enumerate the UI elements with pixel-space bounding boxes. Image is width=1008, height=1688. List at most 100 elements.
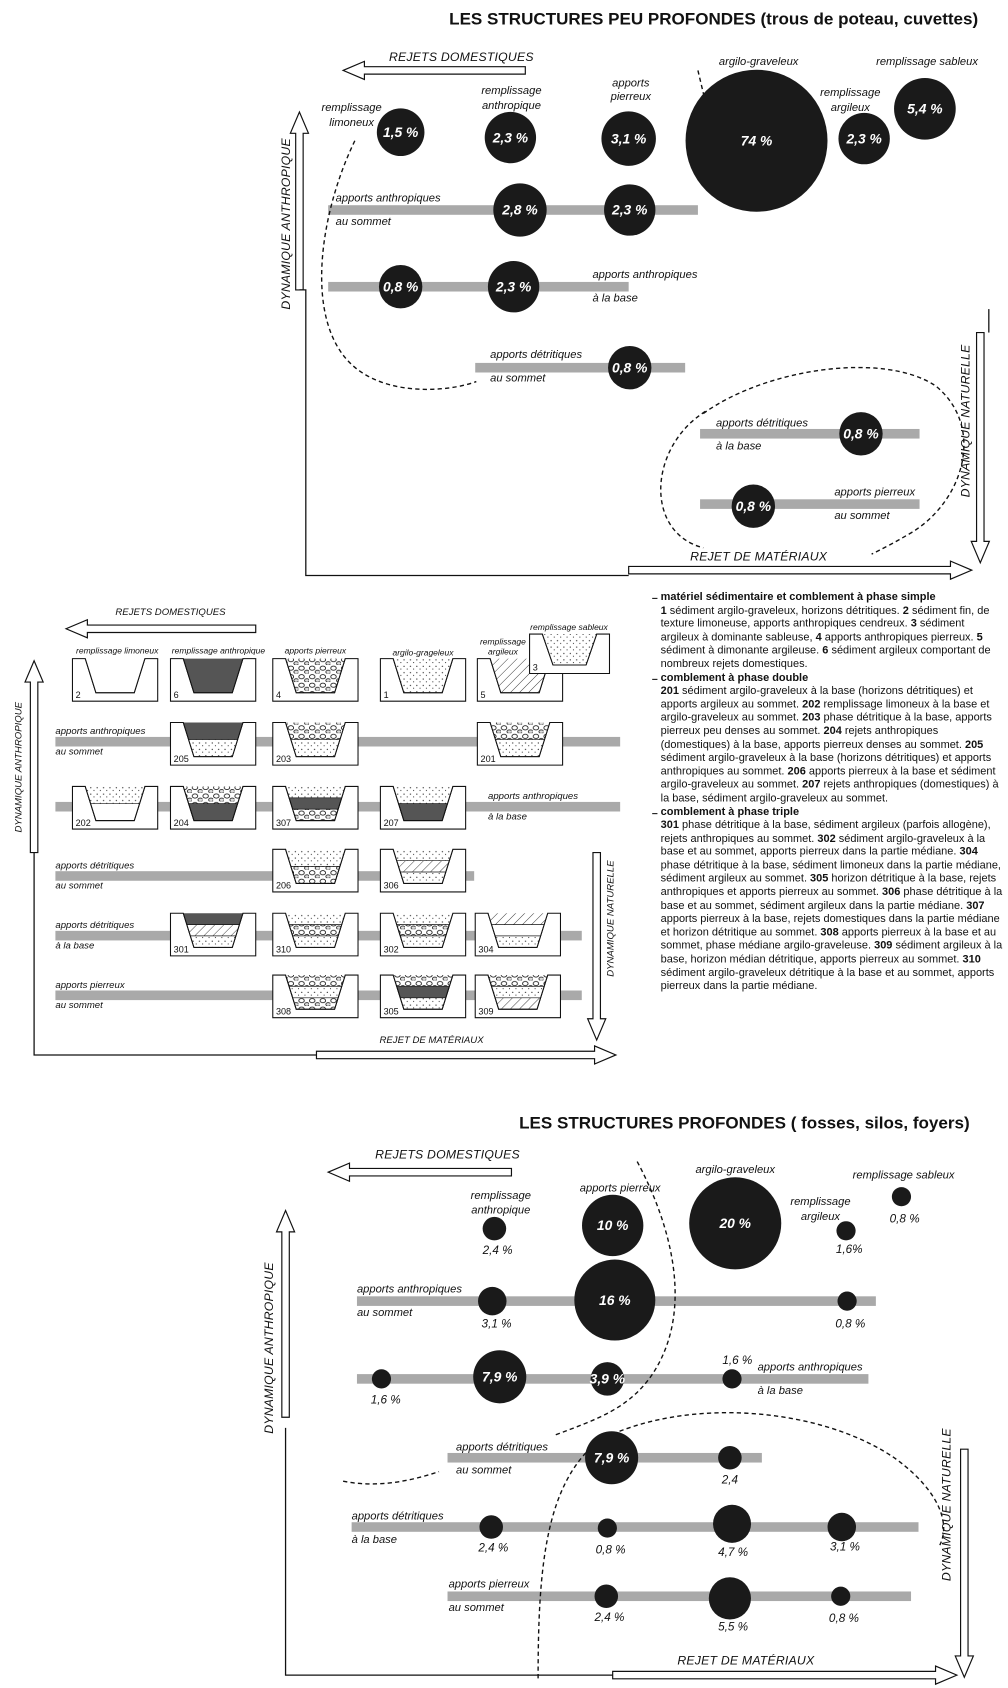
- pit-edge: [84, 658, 146, 694]
- legend-text: horizon détritique à la base, rejets ant…: [660, 873, 997, 899]
- pit-icon: 204: [169, 785, 257, 830]
- bubble: [473, 1350, 527, 1404]
- pit-code: 5: [481, 690, 486, 700]
- gray-band: [328, 281, 629, 292]
- bubble-label: 3,1 %: [482, 1318, 512, 1331]
- legend-text: sédiment argilo-graveleux à la base (hor…: [660, 685, 973, 711]
- pit-edge: [392, 974, 454, 1010]
- legend-body: 301 phase détritique à la base, sédiment…: [661, 820, 1004, 994]
- pit-code: 202: [76, 818, 91, 828]
- pit-layer: [285, 658, 346, 693]
- bubble: [685, 69, 828, 212]
- category-label: apports anthropiques: [758, 1361, 863, 1373]
- category-label: au sommet: [449, 1602, 505, 1614]
- pit-layer: [396, 924, 450, 937]
- bubble: [722, 1369, 742, 1389]
- dashed-boundary: [660, 410, 706, 549]
- bubble-label: 0,8 %: [890, 1212, 920, 1225]
- category-label: remplissage: [790, 1196, 850, 1208]
- arrow: [341, 60, 526, 81]
- bubble-label: 16 %: [599, 1292, 631, 1308]
- bubble: [831, 1586, 851, 1606]
- bubble-label: 2,3 %: [495, 278, 531, 294]
- row-label: apports détritiques: [55, 861, 134, 872]
- pit-code: 207: [384, 818, 399, 828]
- pit-icon: 6: [169, 658, 257, 702]
- pit-layer: [183, 913, 243, 925]
- legend-body: 201 sédiment argilo-graveleux à la base …: [661, 685, 1004, 806]
- legend-code: 206: [787, 765, 806, 778]
- pit-icon: 206: [272, 848, 359, 893]
- pit-layer: [85, 786, 145, 804]
- bubble-label: 0,8 %: [383, 278, 418, 294]
- category-label: remplissage: [471, 1190, 531, 1202]
- category-label: apports détritiques: [490, 349, 582, 361]
- arrow: [315, 1045, 618, 1065]
- legend-code: 202: [802, 698, 821, 711]
- bubble-label: 4,7 %: [718, 1546, 748, 1559]
- pit-layer: [393, 849, 453, 861]
- section-title: LES STRUCTURES PROFONDES ( fosses, silos…: [519, 1113, 969, 1132]
- category-label: remplissage: [322, 102, 382, 114]
- pit-layer: [183, 722, 243, 740]
- bubble: [487, 261, 540, 313]
- pit-layer: [90, 803, 141, 821]
- category-label: apports pierreux: [449, 1579, 530, 1591]
- pit-layer: [399, 871, 447, 884]
- legend-text: sédiment à dimonante argileuse.: [660, 645, 820, 657]
- pit-code: 310: [276, 945, 291, 955]
- legend-code: 2: [902, 604, 909, 617]
- axis-label: DYNAMIQUE NATURELLE: [606, 860, 617, 977]
- axis-label: DYNAMIQUE ANTHROPIQUE: [279, 138, 293, 310]
- legend-text: phase détritique à la base, sédiment lim…: [660, 859, 1001, 885]
- legend-code: 5: [976, 631, 983, 644]
- bubble-label: 1,5 %: [383, 124, 418, 140]
- legend-text: sédiment argilo-graveleux à la base (hor…: [660, 752, 992, 778]
- pit-icon: 309: [474, 974, 562, 1019]
- legend-code: 4: [815, 631, 822, 644]
- diagram-layer: LES STRUCTURES PEU PROFONDES (trous de p…: [13, 10, 991, 1686]
- category-label: apports anthropiques: [592, 269, 697, 281]
- pit-code: 309: [478, 1006, 493, 1016]
- legend-code: 6: [822, 645, 829, 657]
- bubble-label: 2,3 %: [611, 202, 647, 218]
- bubble: [708, 1577, 751, 1620]
- pit-edge: [487, 974, 549, 1010]
- row-label: à la base: [488, 811, 527, 822]
- legend-box: matériel sédimentaire et comblement à ph…: [652, 591, 1004, 994]
- bubble-label: 2,8 %: [501, 202, 537, 218]
- row-label: apports pierreux: [55, 980, 125, 991]
- gray-band: [700, 428, 920, 439]
- pit-edge: [392, 658, 454, 694]
- pit-icon: 5: [476, 658, 564, 702]
- category-label: remplissage: [481, 85, 541, 97]
- pit-icon: 202: [71, 785, 159, 830]
- category-label: apports détritiques: [716, 417, 808, 429]
- pit-layer: [292, 935, 339, 948]
- category-label: apports anthropiques: [336, 192, 441, 204]
- pit-icon: 308: [272, 974, 359, 1019]
- pit-layer: [288, 924, 343, 937]
- bubble: [493, 183, 547, 237]
- category-label: à la base: [716, 441, 761, 453]
- bubble-label: 5,4 %: [907, 100, 942, 116]
- gray-band: [447, 1591, 912, 1602]
- pit-layer: [186, 924, 240, 937]
- pit-code: 3: [533, 662, 538, 672]
- category-label: argileux: [801, 1211, 841, 1223]
- dashed-boundary: [320, 140, 477, 391]
- pit-layer: [488, 913, 548, 925]
- pit-edge: [392, 849, 454, 884]
- gray-band: [351, 1522, 919, 1532]
- pit-layer: [183, 658, 243, 693]
- pit-edge: [489, 658, 551, 694]
- arrow: [64, 618, 257, 639]
- arrow: [326, 1162, 513, 1183]
- bubble: [604, 184, 656, 236]
- pit-code: 2: [76, 690, 81, 700]
- bubble-label: 2,3 %: [492, 129, 528, 145]
- column-label: remplissage limoneux: [76, 645, 159, 655]
- dashed-boundary: [702, 366, 965, 555]
- pit-edge: [182, 786, 244, 822]
